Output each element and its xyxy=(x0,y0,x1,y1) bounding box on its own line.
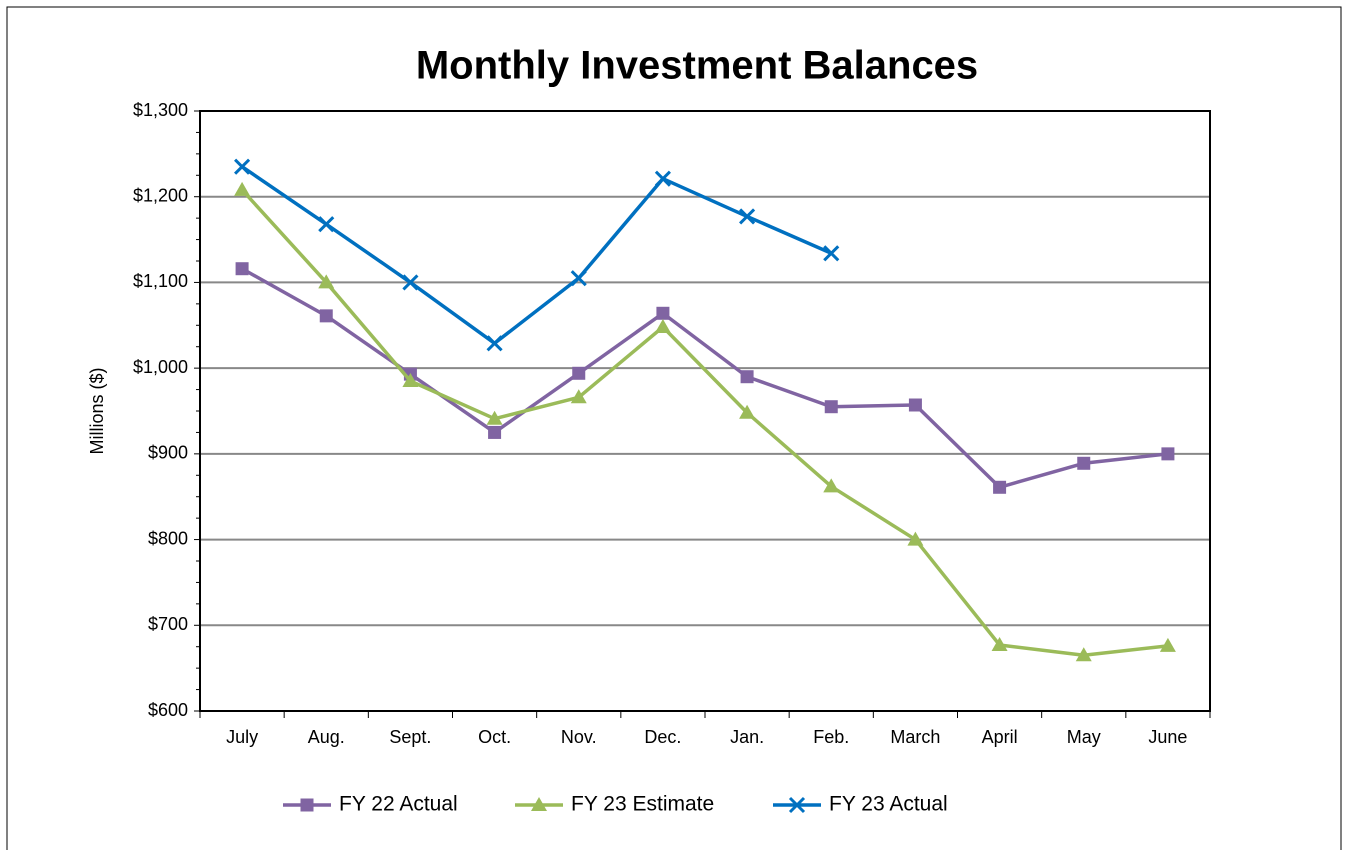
y-axis-label: Millions ($) xyxy=(87,367,107,454)
y-tick-label: $700 xyxy=(148,614,188,634)
data-point xyxy=(486,410,503,425)
x-tick-label: Feb. xyxy=(813,727,849,747)
data-point xyxy=(570,389,587,404)
y-tick-label: $600 xyxy=(148,700,188,720)
data-point xyxy=(908,398,922,412)
legend-label: FY 23 Actual xyxy=(829,793,948,816)
y-tick-label: $1,100 xyxy=(133,271,188,291)
data-point xyxy=(234,181,251,196)
x-tick-label: Oct. xyxy=(478,727,511,747)
x-tick-label: April xyxy=(982,727,1018,747)
data-point xyxy=(739,404,756,419)
data-point xyxy=(572,366,586,380)
data-point xyxy=(318,274,335,289)
data-point xyxy=(740,370,754,384)
data-point xyxy=(739,208,756,225)
chart-title: Monthly Investment Balances xyxy=(416,44,978,88)
chart-frame xyxy=(6,6,1342,855)
data-point xyxy=(319,309,333,323)
data-point xyxy=(993,480,1007,494)
data-point xyxy=(235,262,249,276)
data-point xyxy=(1161,447,1175,461)
legend-label: FY 23 Estimate xyxy=(571,793,714,816)
data-point xyxy=(991,637,1008,651)
data-point xyxy=(654,170,671,187)
y-tick-label: $1,300 xyxy=(133,100,188,120)
data-point xyxy=(402,373,419,387)
y-tick-label: $1,000 xyxy=(133,357,188,377)
legend-marker xyxy=(788,796,806,814)
y-tick-label: $800 xyxy=(148,528,188,548)
legend-marker xyxy=(300,798,314,812)
y-tick-label: $900 xyxy=(148,443,188,463)
data-point xyxy=(570,270,587,287)
data-point xyxy=(823,245,840,262)
x-tick-label: June xyxy=(1148,727,1187,747)
data-point xyxy=(1077,456,1091,470)
data-point xyxy=(823,478,840,493)
x-tick-label: Nov. xyxy=(561,727,597,747)
x-tick-label: May xyxy=(1067,727,1101,747)
x-tick-label: July xyxy=(226,727,258,747)
data-point xyxy=(1159,637,1176,652)
data-point xyxy=(318,216,335,233)
data-point xyxy=(907,531,924,546)
data-point xyxy=(656,306,670,320)
x-tick-label: March xyxy=(890,727,940,747)
x-tick-label: Dec. xyxy=(644,727,681,747)
data-point xyxy=(488,425,502,439)
data-point xyxy=(234,158,251,175)
x-tick-label: Jan. xyxy=(730,727,764,747)
x-tick-label: Aug. xyxy=(308,727,345,747)
series-line xyxy=(240,188,1169,658)
y-tick-label: $1,200 xyxy=(133,185,188,205)
data-point xyxy=(402,274,419,291)
legend-label: FY 22 Actual xyxy=(339,793,458,816)
data-point xyxy=(486,335,503,352)
data-point xyxy=(1075,647,1092,662)
data-point xyxy=(824,400,838,414)
x-tick-label: Sept. xyxy=(389,727,431,747)
data-point xyxy=(654,319,671,333)
series-line xyxy=(241,165,832,346)
legend-marker xyxy=(531,797,547,811)
